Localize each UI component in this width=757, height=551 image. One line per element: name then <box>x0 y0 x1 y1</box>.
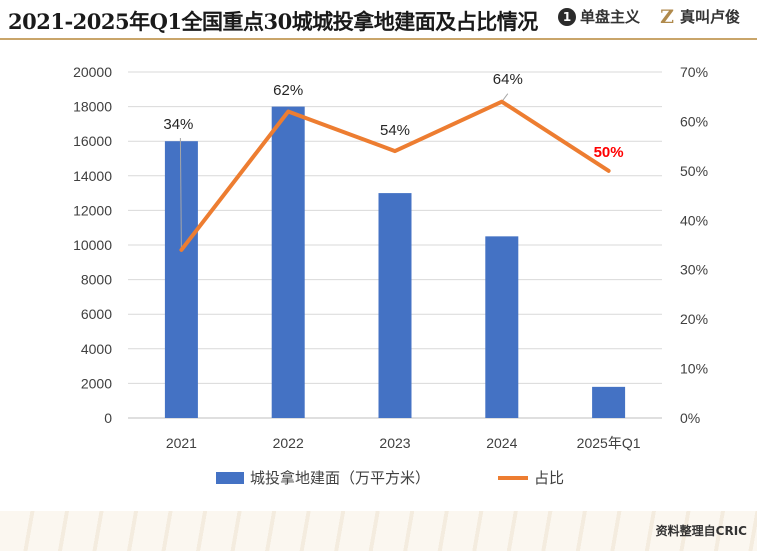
footer-band <box>0 511 757 551</box>
left-axis-tick: 16000 <box>73 133 112 149</box>
x-axis-tick: 2023 <box>379 435 410 451</box>
right-axis-tick: 60% <box>680 113 708 129</box>
left-axis-tick: 10000 <box>73 237 112 253</box>
brand2-label: 真叫卢俊 <box>680 8 741 26</box>
x-axis-tick: 2021 <box>166 435 197 451</box>
left-axis-tick: 2000 <box>81 375 112 391</box>
left-axis-tick: 6000 <box>81 306 112 322</box>
left-axis-tick: 12000 <box>73 202 112 218</box>
series-line-share <box>179 99 611 252</box>
danpanzhuyi-logo-icon: 1 <box>558 7 576 26</box>
right-axis-tick: 30% <box>680 262 708 278</box>
label-leader-line <box>179 137 182 250</box>
right-axis-tick: 40% <box>680 212 708 228</box>
right-axis-tick: 70% <box>680 64 708 80</box>
bar-2024 <box>485 236 519 418</box>
data-label-2021: 34% <box>163 116 193 133</box>
header: 2021-2025年Q1全国重点30城城投拿地建面及占比情况 1 单盘主义 Z … <box>0 0 757 40</box>
right-axis-tick: 0% <box>680 410 700 426</box>
data-label-2023: 54% <box>380 122 410 139</box>
x-axis-tick: 2024 <box>486 435 517 451</box>
bar-2023 <box>378 193 412 418</box>
legend-line-label: 占比 <box>534 469 564 487</box>
left-axis-tick: 0 <box>104 410 112 426</box>
zhenjiaolujun-logo-icon: Z <box>660 5 674 28</box>
data-label-2025年Q1: 50% <box>594 144 624 161</box>
bar-2022 <box>271 106 305 418</box>
combo-chart: 0 2000 4000 6000 8000 10000 12000 14000 16000 180… <box>73 64 708 487</box>
data-label-2024: 64% <box>493 71 523 88</box>
chart-title: 2021-2025年Q1全国重点30城城投拿地建面及占比情况 <box>8 9 538 34</box>
left-axis-tick: 18000 <box>73 99 112 115</box>
legend-bar-swatch <box>216 472 244 484</box>
left-axis-tick: 4000 <box>81 341 112 357</box>
brand-zhenjiaolujun: Z 真叫卢俊 <box>658 5 741 28</box>
source-note: 资料整理自CRIC <box>655 524 747 538</box>
left-axis-tick: 14000 <box>73 168 112 184</box>
right-axis-tick: 10% <box>680 361 708 377</box>
x-axis-tick: 2022 <box>273 435 304 451</box>
left-axis-tick: 8000 <box>81 272 112 288</box>
header-divider <box>0 38 757 40</box>
right-axis-tick: 20% <box>680 311 708 327</box>
brand1-label: 单盘主义 <box>580 8 641 26</box>
legend-bar-label: 城投拿地建面（万平方米） <box>250 469 430 487</box>
brand-danpanzhuyi: 1 单盘主义 <box>558 6 640 27</box>
data-label-2022: 62% <box>273 82 303 99</box>
bar-2025年Q1 <box>592 386 626 418</box>
left-axis-tick: 20000 <box>73 64 112 80</box>
bar-2021 <box>164 141 198 418</box>
right-axis-tick: 50% <box>680 163 708 179</box>
x-axis-tick: 2025年Q1 <box>577 435 641 451</box>
